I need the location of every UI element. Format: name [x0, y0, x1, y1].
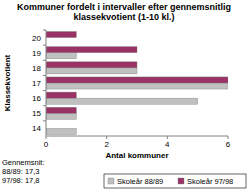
bar — [46, 62, 137, 68]
annotation: 88/89: 17,3 — [2, 167, 40, 176]
x-tick — [167, 136, 168, 139]
legend: Skoleår 88/89 Skoleår 97/98 — [104, 174, 246, 188]
legend-swatch — [178, 178, 184, 184]
bar — [46, 68, 137, 74]
x-tick — [228, 136, 229, 139]
y-tick-label: 17 — [32, 79, 41, 88]
y-tick — [43, 75, 46, 76]
legend-swatch — [108, 178, 114, 184]
title-line: Kommuner fordelt i intervaller efter gen… — [17, 2, 231, 12]
y-tick-label: 14 — [32, 124, 41, 133]
x-tick — [106, 136, 107, 139]
legend-box — [104, 174, 246, 188]
bar — [46, 113, 76, 119]
x-tick-label: 0 — [44, 140, 49, 149]
x-tick-label: 4 — [165, 140, 170, 149]
x-tick-label: 6 — [226, 140, 231, 149]
y-tick-label: 20 — [32, 34, 41, 43]
chart: Kommuner fordelt i intervaller efter gen… — [0, 0, 248, 190]
annotation: 97/98: 17,8 — [2, 176, 40, 185]
legend-label: Skoleår 88/89 — [117, 177, 163, 186]
bar — [46, 47, 137, 53]
x-tick — [46, 136, 47, 139]
bar — [46, 98, 198, 104]
y-tick — [43, 120, 46, 121]
y-tick — [43, 105, 46, 106]
y-tick-label: 16 — [32, 94, 41, 103]
bar — [46, 32, 76, 38]
y-axis — [46, 30, 47, 136]
bar — [46, 53, 76, 59]
bar — [46, 107, 76, 113]
y-tick — [43, 90, 46, 91]
bars — [46, 32, 228, 135]
x-axis — [46, 136, 228, 137]
annotation: Gennemsnit: — [2, 158, 45, 167]
y-tick-label: 15 — [32, 109, 41, 118]
bar — [46, 128, 76, 134]
y-label: Klassekvotient — [3, 54, 12, 111]
y-tick — [43, 60, 46, 61]
x-tick-label: 2 — [104, 140, 109, 149]
bar — [46, 77, 228, 83]
y-tick — [43, 30, 46, 31]
y-tick-label: 19 — [32, 49, 41, 58]
title-line: klassekvotient (1-10 kl.) — [73, 12, 174, 22]
x-label: Antal kommuner — [105, 151, 168, 160]
y-tick — [43, 45, 46, 46]
title: Kommuner fordelt i intervaller efter gen… — [17, 2, 231, 22]
bar — [46, 92, 76, 98]
legend-label: Skoleår 97/98 — [187, 177, 233, 186]
bar — [46, 83, 228, 89]
y-tick-label: 18 — [32, 64, 41, 73]
